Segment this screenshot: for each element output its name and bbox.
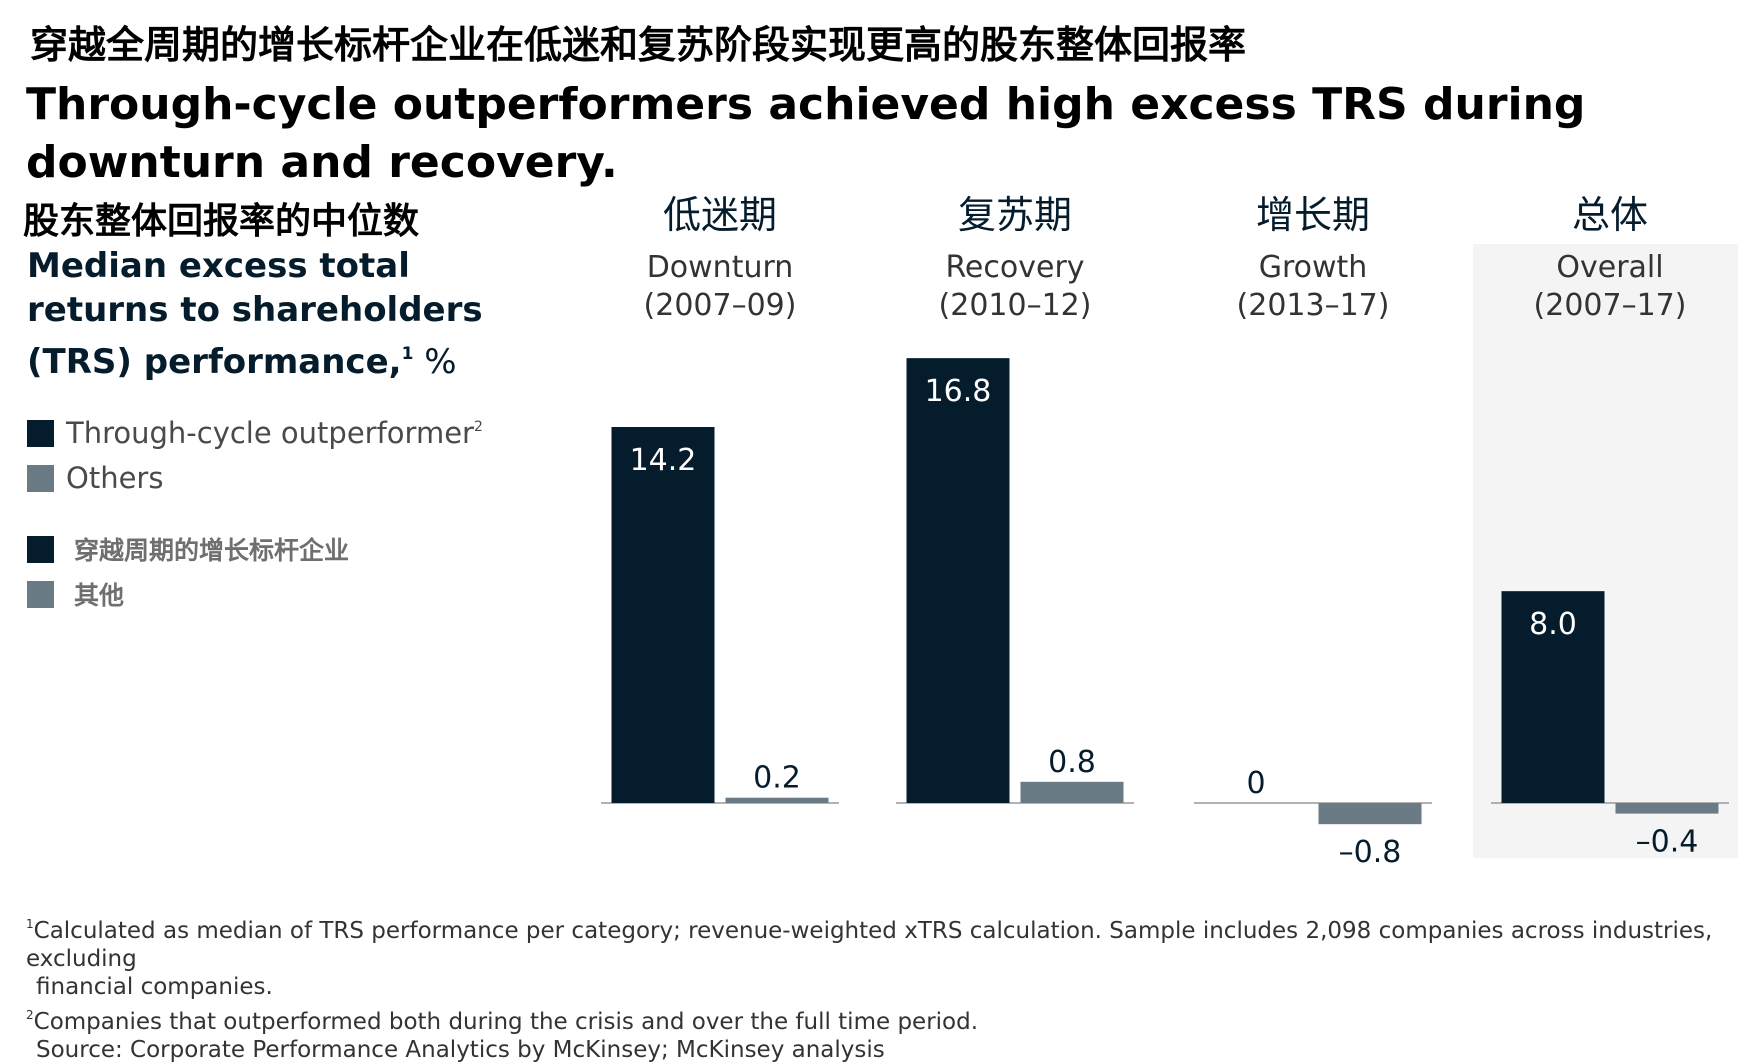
footnotes: 1Calculated as median of TRS performance… <box>26 910 1716 1064</box>
data-label-outperformer: 8.0 <box>1529 607 1577 642</box>
chart-title-en: Through-cycle outperformers achieved hig… <box>26 79 1586 188</box>
category-period-label: (2007–17) <box>1534 288 1687 323</box>
legend-item-others: Others <box>27 461 163 495</box>
footnote-2: 2Companies that outperformed both during… <box>26 1008 979 1035</box>
category-period-label: (2010–12) <box>939 288 1092 323</box>
chart-title-cn: 穿越全周期的增长标杆企业在低迷和复苏阶段实现更高的股东整体回报率 <box>30 23 1247 67</box>
chart-subtitle-en: Median excess total returns to sharehold… <box>27 244 497 384</box>
legend-label-others: Others <box>66 461 164 495</box>
subtitle-line-1: Median excess total <box>27 246 410 286</box>
legend-label-others-cn: 其他 <box>74 581 125 610</box>
data-label-outperformer: 0 <box>1246 766 1265 801</box>
legend-item-outperformer-cn: 穿越周期的增长标杆企业 <box>27 531 349 567</box>
bar-outperformer <box>1501 591 1605 803</box>
legend-swatch-others <box>27 464 54 492</box>
footnote-1: 1Calculated as median of TRS performance… <box>26 917 1713 972</box>
bar-others <box>1020 781 1124 803</box>
data-label-others: 0.2 <box>753 761 801 796</box>
legend-swatch-outperformer <box>27 419 54 447</box>
subtitle-line-3: (TRS) performance,1 % <box>27 342 457 382</box>
category-label-cn: 低迷期 <box>663 193 777 237</box>
category-label-cn: 总体 <box>1572 193 1648 237</box>
bar-outperformer <box>611 427 715 803</box>
legend-swatch-others-cn <box>27 580 54 608</box>
bar-chart: 低迷期 Downturn(2007–09) 复苏期 Recovery(2010–12)… <box>601 193 1729 870</box>
legend-item-others-cn: 其他 <box>27 576 124 612</box>
chart-subtitle-cn: 股东整体回报率的中位数 <box>23 201 420 242</box>
category-period-label: (2007–09) <box>644 288 797 323</box>
data-label-outperformer: 16.8 <box>925 374 992 409</box>
legend-item-outperformer: Through-cycle outperformer2 <box>27 416 483 450</box>
category-label-en: Overall <box>1556 250 1663 285</box>
bar-outperformer <box>906 358 1010 803</box>
bar-others <box>725 797 829 803</box>
source-note: Source: Corporate Performance Analytics … <box>36 1037 885 1063</box>
data-label-others: 0.8 <box>1048 745 1096 780</box>
bar-others <box>1318 803 1422 825</box>
category-label-cn: 增长期 <box>1256 193 1370 237</box>
legend-label-outperformer-cn: 穿越周期的增长标杆企业 <box>74 536 350 565</box>
footnote-1-continued: financial companies. <box>36 974 273 1000</box>
category-label-en: Downturn <box>647 250 794 285</box>
unit-label: % <box>413 342 457 382</box>
category-label-en: Growth <box>1259 250 1368 285</box>
category-label-en: Recovery <box>945 250 1084 285</box>
category-label-cn: 复苏期 <box>958 193 1072 237</box>
data-label-outperformer: 14.2 <box>630 443 697 478</box>
legend-label-outperformer: Through-cycle outperformer2 <box>66 416 483 450</box>
footnote-ref-1: 1 <box>401 344 414 364</box>
data-label-others: –0.8 <box>1339 835 1402 870</box>
category-period-label: (2013–17) <box>1237 288 1390 323</box>
bar-others <box>1615 803 1719 814</box>
legend-swatch-outperformer-cn <box>27 535 54 563</box>
data-label-others: –0.4 <box>1636 825 1699 860</box>
subtitle-line-2: returns to shareholders <box>27 290 483 330</box>
